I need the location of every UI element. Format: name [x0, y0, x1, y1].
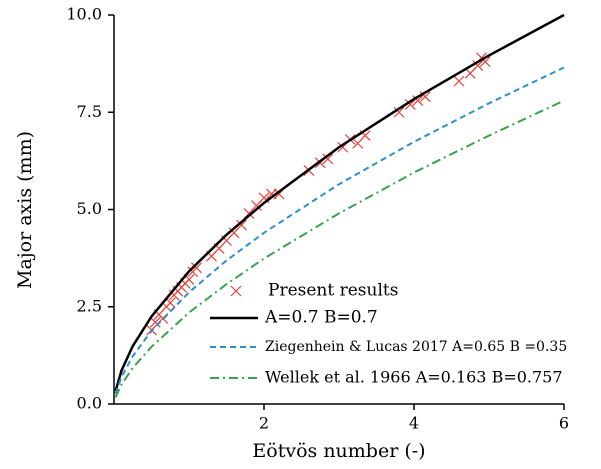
- y-tick-label: 5.0: [77, 199, 102, 218]
- y-tick-label: 7.5: [77, 102, 102, 121]
- line: [114, 66, 565, 395]
- y-tick-label: 2.5: [77, 296, 102, 315]
- point: [322, 153, 334, 165]
- x-tick-label: 4: [409, 414, 419, 433]
- legend-label: Wellek et al. 1966 A=0.163 B=0.757: [265, 368, 563, 387]
- point: [393, 106, 405, 118]
- point: [191, 262, 202, 274]
- point: [472, 60, 484, 71]
- legend-label: A=0.7 B=0.7: [264, 308, 378, 328]
- legend-label: Ziegenhein & Lucas 2017 A=0.65 B =0.35: [265, 339, 567, 355]
- x-tick-label: 6: [559, 414, 569, 433]
- x-axis-title: Eötvös number (-): [252, 440, 425, 462]
- x-tick-label: 2: [259, 414, 269, 433]
- line: [114, 99, 565, 398]
- point: [412, 95, 424, 107]
- point: [404, 99, 416, 110]
- y-axis-title: Major axis (mm): [14, 131, 36, 289]
- y-tick-label: 10.0: [66, 5, 102, 24]
- y-tick-label: 0.0: [77, 394, 102, 413]
- legend-label: Present results: [268, 281, 398, 301]
- point: [149, 316, 161, 328]
- point: [236, 219, 247, 231]
- line: [114, 13, 565, 392]
- legend-marker: [230, 285, 242, 297]
- point: [453, 75, 465, 87]
